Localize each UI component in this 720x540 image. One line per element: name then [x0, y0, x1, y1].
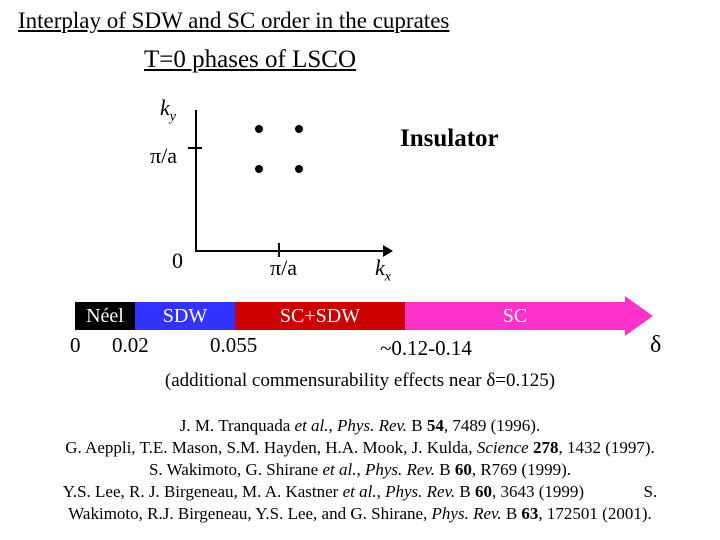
y-axis: [195, 110, 197, 250]
data-point-icon: [295, 165, 303, 173]
phase-diagram-bar: NéelSDWSC+SDWSC: [75, 302, 675, 332]
phase-segment-nel: Néel: [75, 302, 135, 330]
x-tick-label: π/a: [270, 255, 297, 281]
phase-tick-label: ~0.12-0.14: [380, 336, 472, 361]
ky-axis-label: ky: [160, 95, 176, 125]
k-space-graph: ky π/a 0 π/a kx: [150, 95, 400, 260]
y-tick-mark: [188, 147, 202, 149]
phase-tick-label: 0: [70, 333, 81, 358]
phase-segment-sc: SC: [405, 302, 625, 330]
insulator-label: Insulator: [400, 125, 499, 153]
data-point-icon: [255, 125, 263, 133]
x-tick-mark: [278, 243, 280, 257]
kx-axis-label: kx: [375, 255, 391, 285]
phase-segment-scsdw: SC+SDW: [235, 302, 405, 330]
data-point-icon: [295, 125, 303, 133]
phase-segment-sdw: SDW: [135, 302, 235, 330]
references-block: J. M. Tranquada et al., Phys. Rev. B 54,…: [0, 415, 720, 525]
page-title: Interplay of SDW and SC order in the cup…: [0, 0, 720, 34]
y-tick-label: π/a: [150, 143, 177, 169]
phase-tick-label: 0.02: [112, 333, 149, 358]
subtitle: T=0 phases of LSCO: [120, 46, 380, 74]
data-point-icon: [255, 165, 263, 173]
phase-tick-label: 0.055: [210, 333, 257, 358]
x-axis: [195, 250, 385, 252]
phase-arrow-icon: [625, 296, 653, 336]
commensurability-note: (additional commensurability effects nea…: [0, 370, 720, 392]
delta-label: δ: [650, 332, 661, 359]
origin-label: 0: [172, 248, 183, 274]
